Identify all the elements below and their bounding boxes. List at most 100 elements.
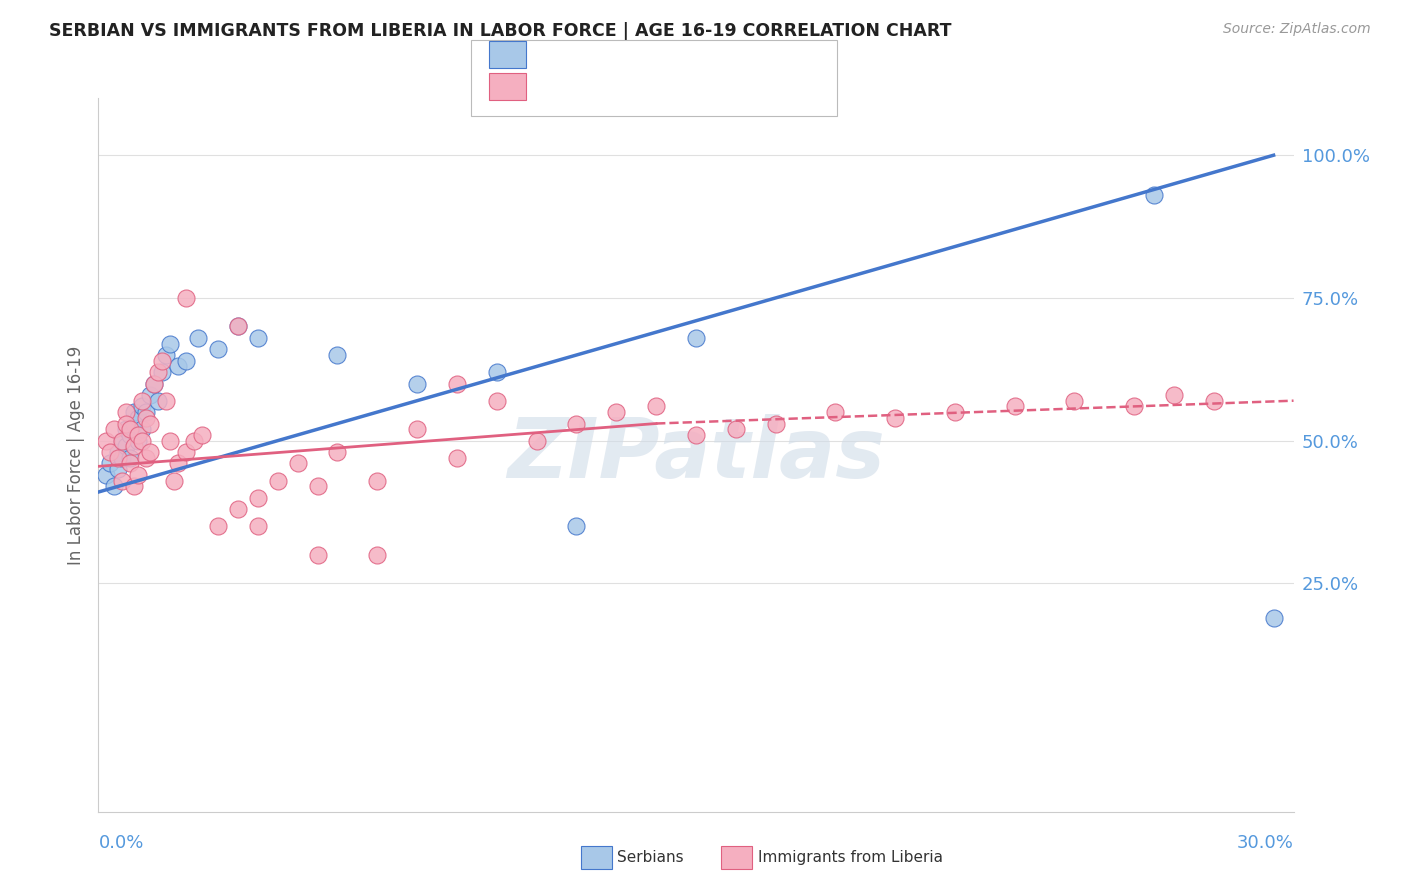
Point [103,479,125,493]
Point [127,410,149,425]
Point [191,428,214,442]
Point [139,445,162,459]
Point [148,365,170,379]
Text: Immigrants from Liberia: Immigrants from Liberia [758,850,943,864]
Point [174,291,197,305]
Point [685,428,707,442]
Text: R = 0.520    N = 37: R = 0.520 N = 37 [534,45,710,63]
Point [111,434,134,448]
Point [326,445,349,459]
Point [1004,400,1026,414]
Text: ZIPatlas: ZIPatlas [508,415,884,495]
Point [124,405,146,419]
Point [1202,393,1225,408]
Point [207,343,229,357]
Point [143,376,166,391]
Point [406,376,429,391]
Point [139,388,162,402]
Point [155,393,177,408]
Point [115,439,138,453]
Point [685,331,707,345]
Point [103,422,125,436]
Point [124,479,146,493]
Point [307,548,329,562]
Point [246,519,269,533]
Text: Source: ZipAtlas.com: Source: ZipAtlas.com [1223,22,1371,37]
Point [174,445,197,459]
Point [1123,400,1146,414]
Point [943,405,966,419]
Point [406,422,429,436]
Point [135,405,157,419]
Point [226,319,249,334]
Point [724,422,747,436]
Point [159,434,181,448]
Point [131,422,153,436]
Point [135,410,157,425]
Point [107,450,129,465]
Point [246,331,269,345]
Point [226,319,249,334]
Point [159,336,181,351]
Point [111,450,134,465]
Point [100,457,122,471]
Point [366,474,388,488]
Point [131,434,153,448]
Point [307,479,329,493]
Point [446,450,468,465]
Point [765,417,787,431]
Point [565,417,588,431]
Point [96,434,118,448]
Point [143,376,166,391]
Point [107,445,129,459]
Point [267,474,290,488]
Point [120,450,142,465]
Point [187,331,209,345]
Point [115,417,138,431]
Text: Serbians: Serbians [617,850,683,864]
Point [526,434,548,448]
Point [446,376,468,391]
Point [120,428,142,442]
Point [127,428,149,442]
Point [326,348,349,362]
Text: 0.0%: 0.0% [98,834,143,852]
Point [127,467,149,482]
Point [287,457,309,471]
Y-axis label: In Labor Force | Age 16-19: In Labor Force | Age 16-19 [66,345,84,565]
Point [120,422,142,436]
Point [124,417,146,431]
Point [1163,388,1185,402]
Point [207,519,229,533]
Point [150,365,173,379]
Point [131,393,153,408]
Point [115,405,138,419]
Point [163,474,186,488]
Point [174,353,197,368]
Point [107,462,129,476]
Point [485,365,508,379]
Point [605,405,627,419]
Point [148,393,170,408]
Point [115,422,138,436]
Point [226,502,249,516]
Point [135,450,157,465]
Point [150,353,173,368]
Point [124,439,146,453]
Point [183,434,205,448]
Point [167,457,190,471]
Point [96,467,118,482]
Text: 30.0%: 30.0% [1237,834,1294,852]
Text: R = 0.089    N = 62: R = 0.089 N = 62 [534,78,710,95]
Point [824,405,846,419]
Point [100,445,122,459]
Point [246,491,269,505]
Point [120,457,142,471]
Point [111,434,134,448]
Point [1063,393,1085,408]
Point [884,410,907,425]
Point [111,474,134,488]
Point [155,348,177,362]
Point [167,359,190,374]
Point [1263,610,1285,624]
